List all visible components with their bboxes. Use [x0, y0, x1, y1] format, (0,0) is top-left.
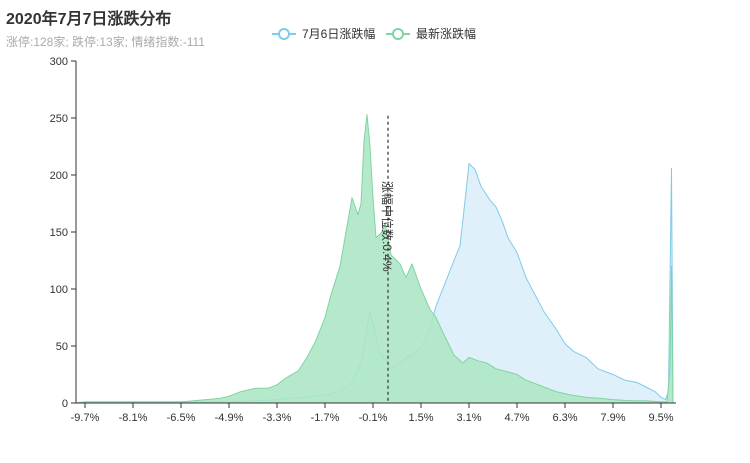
- x-tick-label: -3.3%: [263, 412, 292, 424]
- x-tick-label: -8.1%: [119, 412, 148, 424]
- x-tick-label: 6.3%: [552, 412, 577, 424]
- y-tick-label: 100: [50, 284, 68, 296]
- x-tick-label: -4.9%: [215, 412, 244, 424]
- legend-label: 最新涨跌幅: [416, 26, 476, 41]
- x-tick-label: -0.1%: [359, 412, 388, 424]
- legend-circle-icon: [392, 28, 404, 40]
- legend[interactable]: 7月6日涨跌幅 最新涨跌幅: [272, 26, 476, 41]
- y-tick-label: 50: [56, 341, 68, 353]
- y-tick-label: 300: [50, 56, 68, 68]
- x-tick-label: 3.1%: [456, 412, 481, 424]
- chart-subtitle: 涨停:128家; 跌停:13家; 情绪指数:-111: [6, 35, 205, 49]
- x-tick-label: 7.9%: [600, 412, 625, 424]
- x-tick-label: -1.7%: [311, 412, 340, 424]
- median-label: 涨幅中位数:0.4%: [380, 181, 395, 272]
- legend-label: 7月6日涨跌幅: [302, 26, 375, 41]
- x-tick-label: 1.5%: [408, 412, 433, 424]
- y-tick-label: 250: [50, 113, 68, 125]
- axes: 0 50 100 150 200 250 300 -9.7% -8.1% -6.5% -4.9% -3…: [50, 56, 676, 424]
- y-tick-label: 150: [50, 227, 68, 239]
- x-tick-label: 4.7%: [504, 412, 529, 424]
- y-tick-label: 0: [62, 398, 68, 410]
- median-marker: 涨幅中位数:0.4%: [380, 115, 395, 403]
- legend-circle-icon: [278, 28, 290, 40]
- x-tick-label: 9.5%: [648, 412, 673, 424]
- x-tick-label: -6.5%: [167, 412, 196, 424]
- series-area-1: [75, 114, 674, 404]
- chart-title: 2020年7月7日涨跌分布: [6, 11, 172, 28]
- legend-item-0[interactable]: 7月6日涨跌幅: [272, 26, 375, 41]
- y-tick-label: 200: [50, 170, 68, 182]
- series-areas: [75, 114, 674, 404]
- legend-item-1[interactable]: 最新涨跌幅: [386, 26, 476, 41]
- x-tick-label: -9.7%: [71, 412, 100, 424]
